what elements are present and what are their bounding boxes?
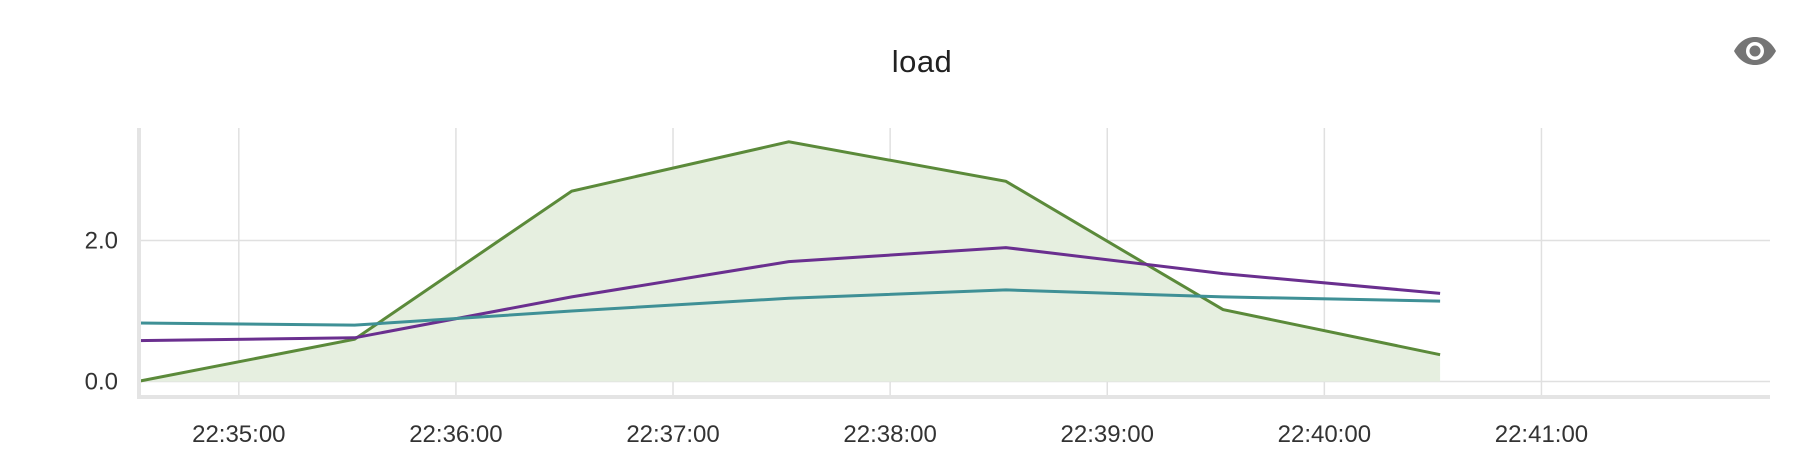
- x-tick-label: 22:41:00: [1495, 421, 1588, 448]
- y-tick-label: 0.0: [85, 369, 118, 396]
- x-tick-label: 22:39:00: [1061, 421, 1154, 448]
- series-lines: [137, 140, 1441, 383]
- x-tick-label: 22:38:00: [843, 421, 936, 448]
- x-tick-label: 22:37:00: [626, 421, 719, 448]
- tick-labels: 22:35:00 22:36:00 22:37:00 22:38:00 22:39:00…: [85, 228, 1589, 449]
- visibility-toggle-button[interactable]: [1732, 36, 1778, 66]
- x-tick-label: 22:36:00: [409, 421, 502, 448]
- x-tick-label: 22:40:00: [1278, 421, 1371, 448]
- x-tick-label: 22:35:00: [192, 421, 285, 448]
- y-tick-label: 2.0: [85, 228, 118, 255]
- axes: [137, 128, 1770, 399]
- chart-title: load: [891, 44, 953, 79]
- eye-icon: [1734, 37, 1776, 65]
- series-1-line: [137, 246, 1441, 343]
- series-2-line: [137, 288, 1441, 327]
